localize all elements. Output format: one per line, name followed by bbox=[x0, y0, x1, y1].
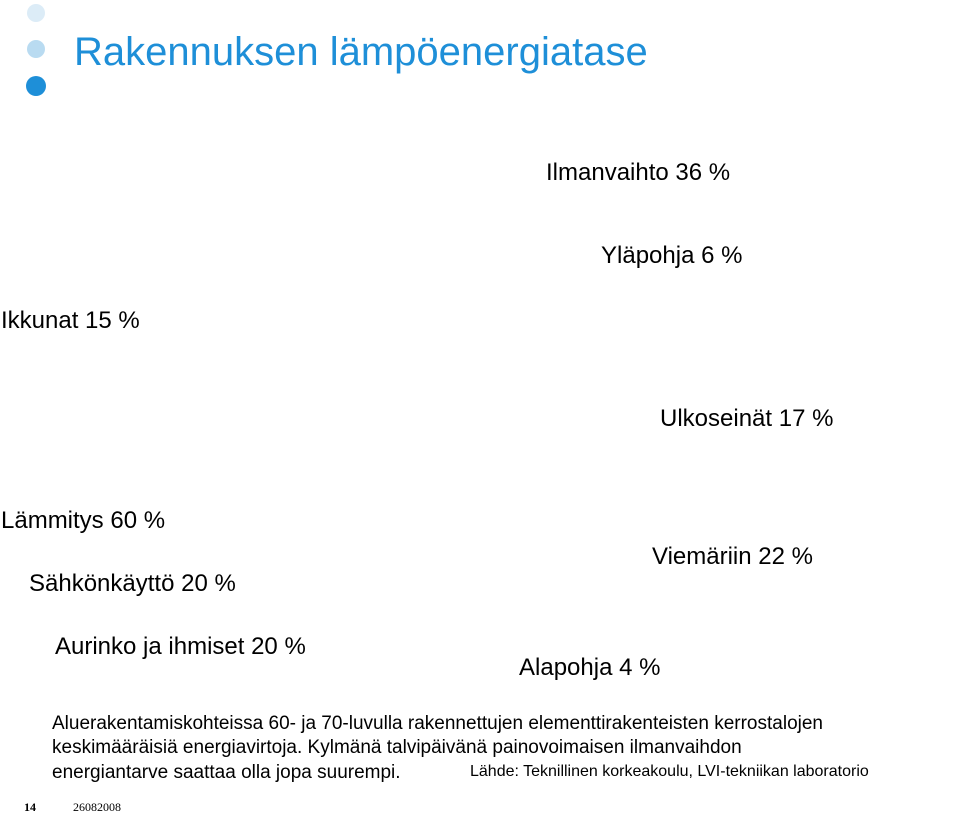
decor-dot-3 bbox=[26, 76, 46, 96]
decor-dot-2 bbox=[27, 40, 45, 58]
label-aurinko: Aurinko ja ihmiset 20 % bbox=[55, 633, 306, 660]
footer-date: 26082008 bbox=[73, 800, 121, 814]
label-ylapohja: Yläpohja 6 % bbox=[601, 242, 743, 269]
page-title: Rakennuksen lämpöenergiatase bbox=[74, 30, 648, 74]
label-ilmanvaihto: Ilmanvaihto 36 % bbox=[546, 159, 731, 186]
label-sahkonkaytto: Sähkönkäyttö 20 % bbox=[29, 570, 236, 597]
label-ikkunat: Ikkunat 15 % bbox=[1, 307, 140, 334]
label-alapohja: Alapohja 4 % bbox=[519, 654, 661, 681]
source-note: Lähde: Teknillinen korkeakoulu, LVI-tekn… bbox=[470, 763, 869, 780]
label-ulkoseinat: Ulkoseinät 17 % bbox=[660, 405, 834, 432]
page-number: 14 bbox=[24, 800, 36, 814]
note-line-1: Aluerakentamiskohteissa 60- ja 70-luvull… bbox=[52, 713, 823, 734]
note-line-2: keskimääräisiä energiavirtoja. Kylmänä t… bbox=[52, 737, 742, 758]
label-viemariin: Viemäriin 22 % bbox=[652, 543, 813, 570]
note-line-3: energiantarve saattaa olla jopa suurempi… bbox=[52, 762, 401, 783]
decor-dot-1 bbox=[27, 4, 45, 22]
label-lammitys: Lämmitys 60 % bbox=[1, 507, 166, 534]
